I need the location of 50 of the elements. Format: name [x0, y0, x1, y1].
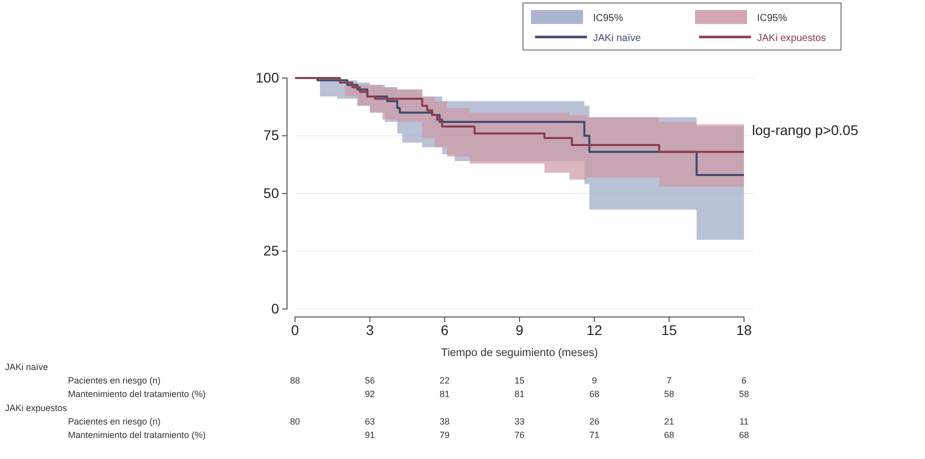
x-tick-label: 18: [736, 322, 752, 338]
text: 21: [664, 416, 674, 426]
text: 33: [514, 416, 525, 426]
text: JAKi expuestos: [757, 33, 826, 44]
x-tick-label: 15: [661, 322, 678, 338]
text: 71: [589, 430, 600, 440]
text: log-rango p>0.05: [752, 122, 858, 138]
text: 58: [738, 389, 750, 400]
x-tick-label: 12: [586, 322, 602, 338]
text: Mantenimiento del tratamiento (%): [68, 389, 206, 400]
text: Mantenimiento del tratamiento (%): [68, 430, 206, 440]
y-tick-label: 50: [263, 184, 280, 201]
text: 81: [440, 389, 450, 400]
text: 76: [514, 430, 525, 440]
text: JAKi naïve: [5, 362, 48, 372]
text: 7: [666, 376, 672, 386]
text: 6: [741, 376, 747, 386]
x-tick-label: 3: [366, 322, 374, 338]
text: 26: [589, 416, 600, 426]
text: 68: [589, 389, 600, 400]
text: 63: [364, 416, 375, 426]
text: 80: [290, 416, 300, 426]
text: Pacientes en riesgo (n): [68, 376, 161, 386]
text: IC95%: [593, 13, 624, 24]
text: 38: [440, 416, 450, 426]
text: 88: [290, 376, 300, 386]
y-tick-label: 100: [256, 69, 280, 86]
text: 79: [440, 430, 450, 440]
y-tick-label: 25: [263, 242, 280, 259]
x-axis-title: Tiempo de seguimiento (meses): [441, 347, 598, 359]
text: 68: [738, 430, 750, 440]
text: JAKi expuestos: [5, 402, 68, 413]
text: 11: [739, 416, 749, 426]
text: 91: [364, 430, 375, 440]
text: 81: [514, 389, 525, 400]
text: IC95%: [757, 13, 788, 24]
text: 68: [664, 430, 674, 440]
text: JAKi naïve: [593, 33, 642, 44]
x-tick-label: 0: [291, 322, 300, 338]
text: Pacientes en riesgo (n): [68, 416, 161, 426]
y-tick-label: 0: [271, 300, 280, 316]
text: 9: [592, 376, 597, 386]
text: 58: [664, 389, 674, 400]
text: 15: [514, 376, 525, 386]
text: 92: [364, 389, 375, 400]
x-tick-label: 9: [516, 322, 524, 338]
text: 56: [364, 376, 375, 386]
text: 22: [440, 376, 450, 386]
x-tick-label: 6: [440, 322, 449, 338]
y-tick-label: 75: [263, 127, 280, 144]
